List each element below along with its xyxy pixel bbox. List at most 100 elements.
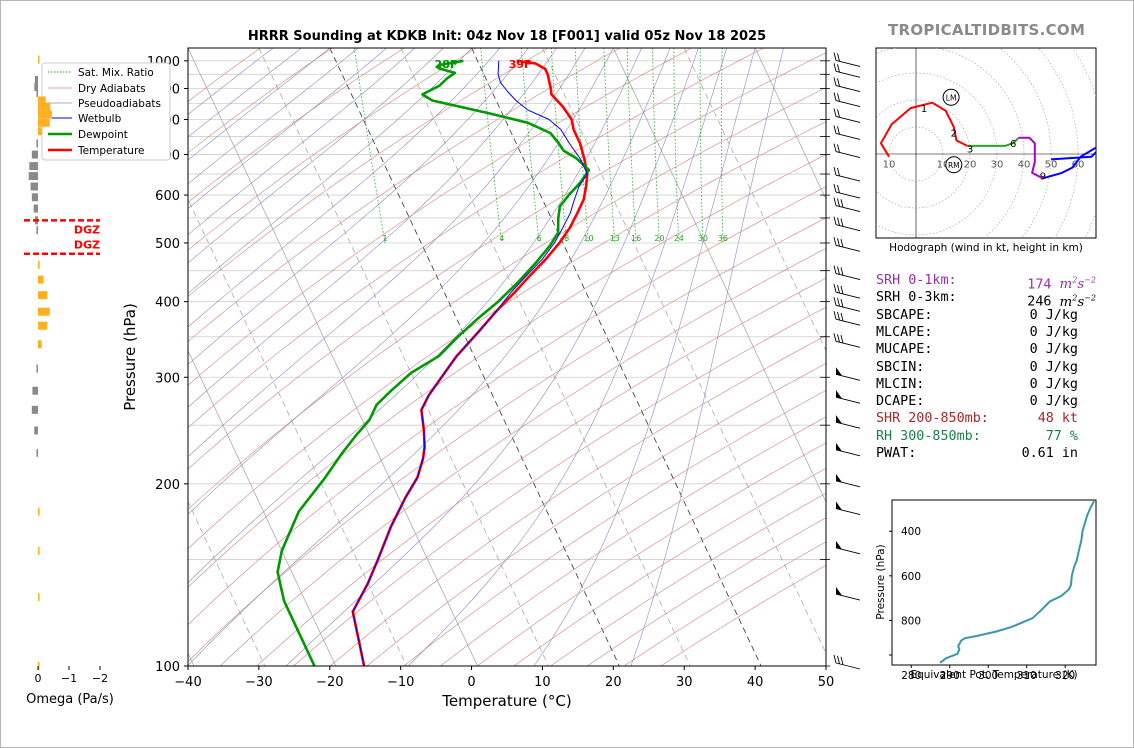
pseudoadiabat: [188, 48, 614, 515]
index-value: 0 J/kg: [1029, 376, 1078, 392]
theta-e-profile: [939, 500, 1095, 664]
dry-adiabat: [188, 48, 764, 429]
theta-e-y-tick-label: 600: [901, 571, 921, 583]
pseudoadiabat: [285, 48, 699, 666]
wind-barb-pennant: [836, 442, 842, 452]
mixing-ratio-line: [673, 48, 680, 244]
wind-barb: [833, 237, 861, 252]
profile-dewpoint: [276, 59, 591, 666]
dry-adiabat: [188, 48, 549, 297]
index-row: SRH 0-1km: 174 m2s−2: [876, 272, 1106, 293]
theta-e-x-tick-label: 280: [901, 670, 921, 682]
dry-adiabat: [188, 186, 826, 626]
omega-bar: [30, 182, 38, 191]
x-tick-label: −20: [316, 675, 343, 690]
omega-bar: [34, 83, 38, 92]
wind-barb: [833, 654, 861, 670]
wind-barb: [833, 265, 861, 281]
index-row: RH 300-850mb: 77 %: [876, 428, 1106, 445]
index-row: SBCIN: 0 J/kg: [876, 359, 1106, 376]
dry-adiabat: [188, 217, 826, 662]
wind-barb-pennant: [836, 587, 842, 596]
legend-wetbulb: Wetbulb: [78, 113, 122, 125]
wind-barb-feather: [833, 108, 837, 117]
isotherm-line: [471, 48, 762, 666]
omega-bar: [31, 193, 38, 202]
wind-barb-feather: [833, 52, 837, 61]
wind-barb-shaft: [835, 132, 861, 140]
index-label: SRH 0-1km:: [876, 273, 957, 288]
hodograph-trace: [1042, 146, 1096, 180]
theta-e-y-tick-label: 400: [901, 526, 921, 538]
mixing-ratio-line: [699, 48, 704, 244]
wind-barb-shaft: [835, 304, 861, 312]
index-value: 0 J/kg: [1029, 342, 1078, 358]
pseudoadiabat: [188, 48, 302, 138]
omega-bar: [38, 546, 40, 555]
wind-barb: [833, 77, 861, 92]
hodograph-trace: [879, 101, 968, 158]
omega-bar: [38, 340, 42, 349]
skewt-legend: Sat. Mix. Ratio Dry Adiabats Pseudoadiab…: [41, 62, 171, 161]
omega-bar: [36, 364, 38, 373]
omega-bar: [33, 204, 38, 213]
wind-barb-feather: [837, 78, 840, 87]
wind-barb-feather: [840, 239, 844, 248]
omega-bar: [31, 150, 38, 159]
wind-barb: [833, 143, 861, 159]
wind-barb: [835, 587, 861, 601]
wind-barb: [833, 311, 861, 326]
x-tick-label: 10: [534, 675, 551, 690]
wind-barb-feather: [833, 237, 837, 246]
pseudoadiabat: [188, 48, 501, 328]
skewt-ticks: 1002003004005006007008009001000−40−30−20…: [147, 55, 834, 690]
theta-e-x-tick-label: 320: [1055, 670, 1075, 682]
dry-adiabat: [188, 48, 405, 203]
omega-tick-label: −2: [92, 672, 108, 685]
theta-e-plot: [939, 500, 1095, 664]
wind-barb-feather: [840, 335, 844, 344]
index-label: SHR 200-850mb:: [876, 411, 989, 427]
wind-barb: [833, 216, 861, 232]
omega-panel: DGZ DGZ 0 −1 −2: [24, 55, 108, 685]
omega-bar: [38, 275, 44, 284]
wind-barb-feather: [840, 267, 844, 276]
pseudoadiabat: [188, 48, 586, 458]
wind-barb-feather: [833, 654, 837, 664]
wind-barb: [835, 442, 861, 457]
wind-barb: [835, 540, 861, 555]
wind-barb-shaft: [835, 70, 861, 78]
wind-barb-feather: [837, 266, 840, 275]
omega-xlabel: Omega (Pa/s): [26, 692, 114, 707]
skewt-plot-area: [187, 47, 827, 667]
pseudoadiabat: [188, 48, 529, 366]
index-label: SBCIN:: [876, 359, 925, 375]
index-unit: m2s−2: [1059, 276, 1096, 293]
omega-bar: [32, 386, 38, 395]
mixing-ratio-label: 4: [499, 234, 504, 243]
omega-bar: [38, 321, 48, 330]
index-row: DCAPE: 0 J/kg: [876, 393, 1106, 410]
index-value: 246 m2s−2: [1027, 289, 1096, 311]
index-number: 174: [1027, 277, 1060, 293]
pseudoadiabat: [188, 48, 387, 209]
hodograph-ring-label: 30: [991, 160, 1004, 171]
wind-barb-shaft: [835, 191, 861, 199]
mixing-ratio-label: 8: [564, 234, 569, 243]
wind-barb-feather: [833, 143, 837, 152]
omega-bar: [38, 307, 50, 316]
hodograph-motion-label: RM: [948, 161, 960, 170]
hodograph-height-label: 3: [967, 145, 973, 156]
skewt-ylabel: Pressure (hPa): [121, 303, 139, 411]
omega-bar: [31, 405, 38, 414]
isotherm-line: [258, 48, 549, 666]
omega-bar: [38, 127, 42, 136]
hodograph-caption: Hodograph (wind in kt, height in km): [889, 242, 1083, 254]
wind-barb: [833, 333, 861, 348]
index-row: SRH 0-3km: 246 m2s−2: [876, 289, 1106, 309]
wind-barb-feather: [837, 53, 840, 62]
wind-barb-shaft: [835, 100, 861, 107]
wind-barb-feather: [833, 197, 837, 206]
index-label: PWAT:: [876, 446, 917, 461]
wind-barb: [833, 52, 861, 67]
